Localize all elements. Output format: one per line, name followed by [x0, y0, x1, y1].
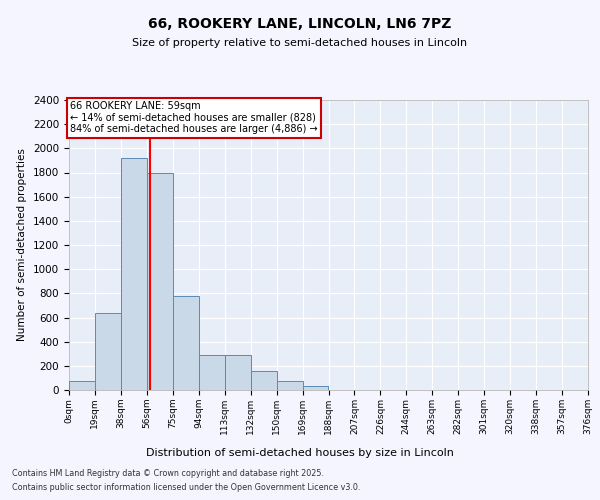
Y-axis label: Number of semi-detached properties: Number of semi-detached properties — [17, 148, 28, 342]
Bar — [147, 172, 173, 390]
Bar — [277, 381, 302, 390]
Text: Contains public sector information licensed under the Open Government Licence v3: Contains public sector information licen… — [12, 484, 361, 492]
Bar — [302, 386, 329, 390]
Text: 66, ROOKERY LANE, LINCOLN, LN6 7PZ: 66, ROOKERY LANE, LINCOLN, LN6 7PZ — [148, 18, 452, 32]
Bar — [95, 312, 121, 390]
Bar — [173, 296, 199, 390]
Bar — [251, 370, 277, 390]
Text: Contains HM Land Registry data © Crown copyright and database right 2025.: Contains HM Land Registry data © Crown c… — [12, 468, 324, 477]
Text: 66 ROOKERY LANE: 59sqm
← 14% of semi-detached houses are smaller (828)
84% of se: 66 ROOKERY LANE: 59sqm ← 14% of semi-det… — [70, 101, 318, 134]
Text: Distribution of semi-detached houses by size in Lincoln: Distribution of semi-detached houses by … — [146, 448, 454, 458]
Bar — [121, 158, 147, 390]
Bar — [224, 355, 251, 390]
Text: Size of property relative to semi-detached houses in Lincoln: Size of property relative to semi-detach… — [133, 38, 467, 48]
Bar — [69, 381, 95, 390]
Bar — [199, 355, 224, 390]
